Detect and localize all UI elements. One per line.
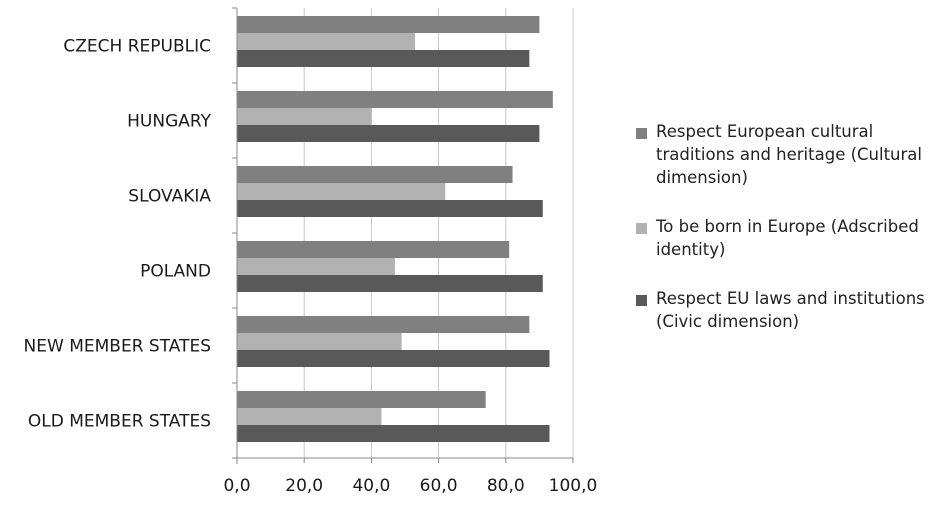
bar	[237, 50, 530, 67]
legend-swatch-adscribed	[636, 223, 647, 234]
bar	[237, 108, 372, 125]
bar	[237, 166, 513, 183]
category-label: POLAND	[140, 262, 211, 282]
x-tick-label: 0,0	[223, 476, 250, 496]
legend-item-adscribed: To be born in Europe (Adscribed identity…	[636, 215, 952, 261]
bar	[237, 425, 550, 442]
category-label: SLOVAKIA	[128, 187, 211, 207]
x-tick-label: 60,0	[420, 476, 458, 496]
legend-item-cultural: Respect European cultural traditions and…	[636, 120, 952, 189]
legend-label-adscribed: To be born in Europe (Adscribed identity…	[656, 217, 919, 259]
bar	[237, 316, 530, 333]
bar	[237, 391, 486, 408]
bar	[237, 350, 550, 367]
bar	[237, 33, 416, 50]
x-tick-label: 20,0	[285, 476, 323, 496]
bar	[237, 125, 540, 142]
legend-label-cultural: Respect European cultural traditions and…	[656, 122, 922, 187]
category-label: HUNGARY	[127, 112, 211, 132]
bar	[237, 183, 446, 200]
bar	[237, 91, 553, 108]
axes	[232, 7, 574, 464]
category-label: NEW MEMBER STATES	[24, 337, 211, 357]
category-label: OLD MEMBER STATES	[28, 412, 211, 432]
x-tick-label: 100,0	[549, 476, 598, 496]
bar	[237, 333, 402, 350]
x-tick-labels: 0,0 20,0 40,0 60,0 80,0 100,0	[223, 476, 597, 496]
gridlines	[303, 8, 574, 458]
legend-swatch-civic	[636, 295, 647, 306]
bar	[237, 275, 543, 292]
bar	[237, 200, 543, 217]
category-labels: CZECH REPUBLIC HUNGARY SLOVAKIA POLAND NEW M…	[24, 37, 212, 432]
bar	[237, 241, 510, 258]
bar-chart: CZECH REPUBLIC HUNGARY SLOVAKIA POLAND NEW M…	[24, 7, 597, 496]
bars	[237, 16, 553, 442]
bar	[237, 16, 540, 33]
x-tick-label: 80,0	[487, 476, 525, 496]
x-tick-label: 40,0	[352, 476, 390, 496]
legend: Respect European cultural traditions and…	[636, 120, 952, 359]
category-label: CZECH REPUBLIC	[63, 37, 211, 57]
bar	[237, 408, 382, 425]
legend-label-civic: Respect EU laws and institutions (Civic …	[656, 289, 925, 331]
legend-swatch-cultural	[636, 128, 647, 139]
legend-item-civic: Respect EU laws and institutions (Civic …	[636, 287, 952, 333]
bar	[237, 258, 395, 275]
